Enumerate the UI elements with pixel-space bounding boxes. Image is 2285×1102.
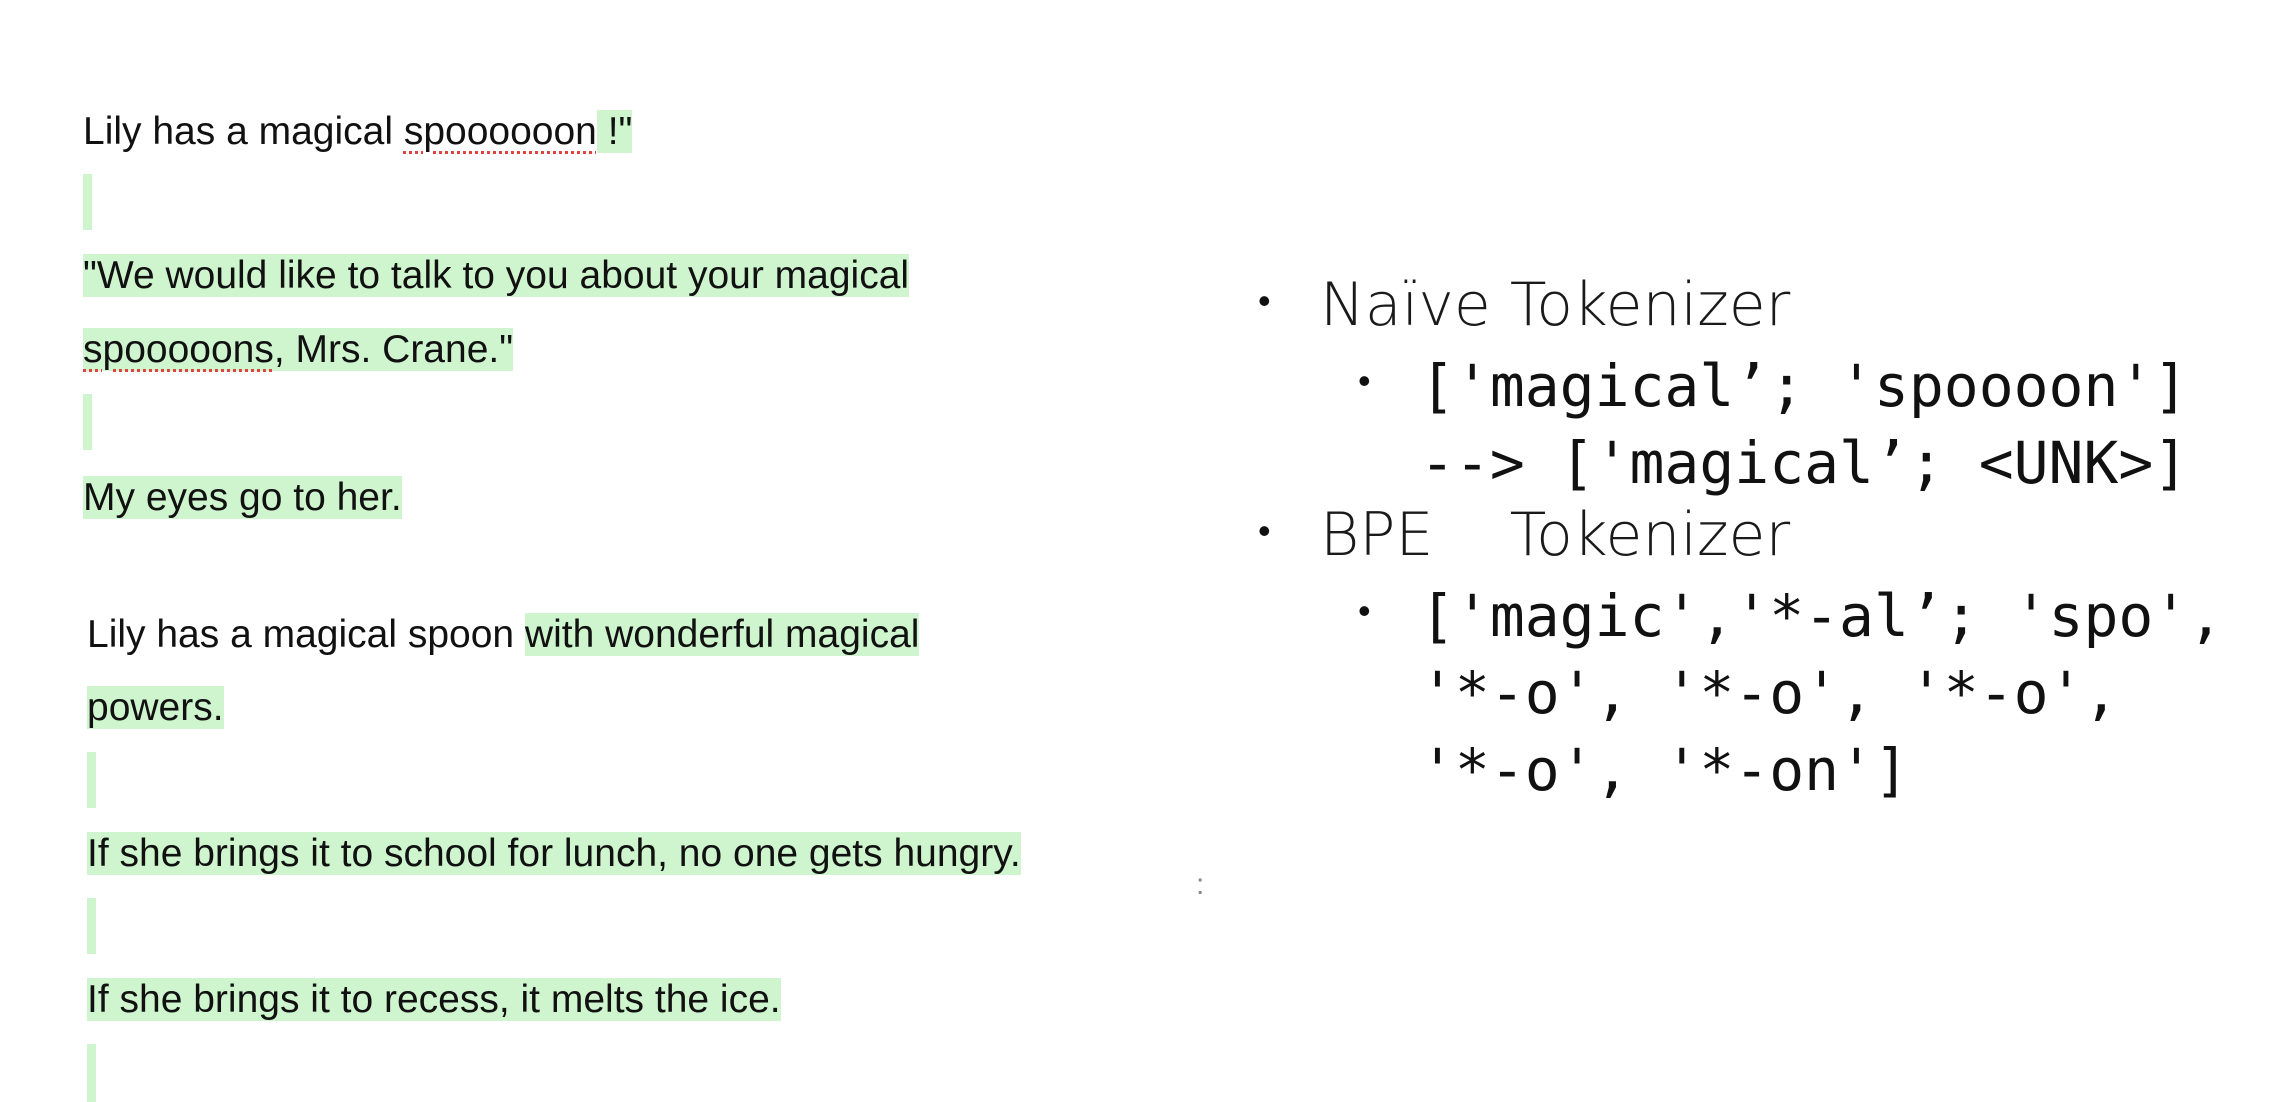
document-pane: Lily has a magical spoooooon !" "We woul… [83, 104, 1021, 1102]
doc-line-3[interactable]: spooooons, Mrs. Crane." [83, 322, 514, 378]
misspelled-word[interactable]: spooooons [83, 328, 274, 371]
doc-line-1-text: Lily has a magical [83, 110, 404, 153]
empty-highlighted-line [83, 394, 92, 450]
bullet-label: Naïve Tokenizer [1320, 270, 1791, 340]
doc-line-1[interactable]: Lily has a magical spoooooon !" [83, 104, 633, 160]
doc-line-5[interactable]: Lily has a magical spoon with wonderful … [87, 607, 920, 663]
empty-highlighted-line [87, 1044, 96, 1102]
bullet-dot-icon: • [1258, 280, 1271, 321]
doc-line-6-text: powers. [87, 686, 224, 729]
misspelled-word[interactable]: spoooooon [403, 110, 597, 153]
bullet-dot-icon: • [1258, 510, 1271, 551]
empty-highlighted-line [87, 752, 96, 808]
bullet-label: BPE Tokenizer [1320, 500, 1791, 570]
empty-highlighted-line [87, 898, 96, 954]
code-line: ['magic','*-al’; 'spo', [1420, 582, 2224, 650]
code-line: --> ['magical’; <UNK>] [1420, 429, 2189, 497]
doc-line-5-highlighted: with wonderful magical [524, 613, 920, 656]
bullet-dot-icon: • [1358, 360, 1371, 401]
stray-mark: : [1196, 868, 1205, 901]
bullet-dot-icon: • [1358, 590, 1371, 631]
doc-line-4[interactable]: My eyes go to her. [83, 470, 402, 526]
doc-line-5-plain: Lily has a magical spoon [87, 613, 525, 656]
code-line: ['magical’; 'spoooon'] [1420, 352, 2189, 420]
doc-line-3-text: , Mrs. Crane." [273, 328, 514, 371]
doc-line-7[interactable]: If she brings it to school for lunch, no… [87, 826, 1021, 882]
doc-line-4-text: My eyes go to her. [83, 476, 402, 519]
doc-line-2-text: "We would like to talk to you about your… [83, 254, 910, 297]
code-line: '*-o', '*-o', '*-o', [1420, 659, 2119, 727]
doc-line-8-text: If she brings it to recess, it melts the… [87, 978, 781, 1021]
empty-highlighted-line [83, 174, 92, 230]
doc-line-8[interactable]: If she brings it to recess, it melts the… [87, 972, 781, 1028]
doc-line-2[interactable]: "We would like to talk to you about your… [83, 248, 910, 304]
code-line: '*-o', '*-on'] [1420, 736, 1909, 804]
highlighted-fragment: !" [596, 110, 633, 153]
doc-line-7-text: If she brings it to school for lunch, no… [87, 832, 1021, 875]
doc-line-6[interactable]: powers. [87, 680, 224, 736]
